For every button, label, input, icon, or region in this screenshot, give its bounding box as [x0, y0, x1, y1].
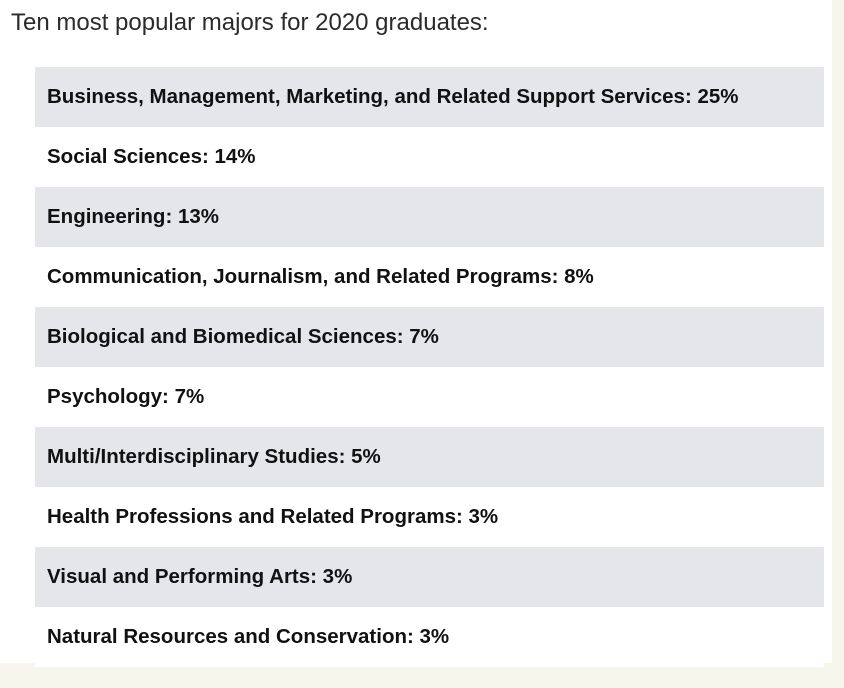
list-heading: Ten most popular majors for 2020 graduat…	[11, 9, 489, 36]
list-item: Multi/Interdisciplinary Studies: 5%	[35, 427, 824, 487]
content-panel: Ten most popular majors for 2020 graduat…	[0, 0, 832, 667]
list-item: Health Professions and Related Programs:…	[35, 487, 824, 547]
list-item: Business, Management, Marketing, and Rel…	[35, 67, 824, 127]
majors-list: Business, Management, Marketing, and Rel…	[35, 67, 824, 667]
list-item: Social Sciences: 14%	[35, 127, 824, 187]
list-item: Biological and Biomedical Sciences: 7%	[35, 307, 824, 367]
list-item: Visual and Performing Arts: 3%	[35, 547, 824, 607]
list-item: Psychology: 7%	[35, 367, 824, 427]
list-item: Natural Resources and Conservation: 3%	[35, 607, 824, 667]
list-item: Communication, Journalism, and Related P…	[35, 247, 824, 307]
list-item: Engineering: 13%	[35, 187, 824, 247]
